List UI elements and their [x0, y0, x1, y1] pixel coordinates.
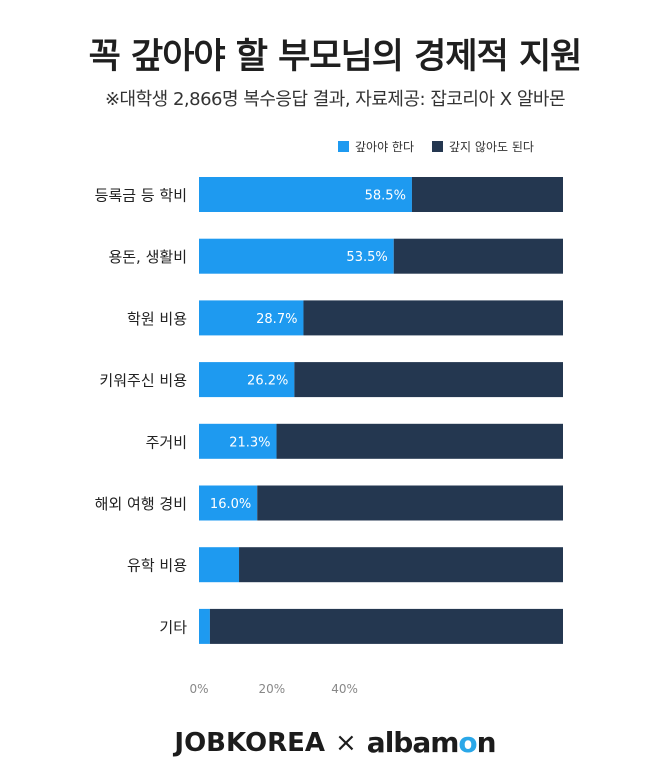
bar-repay [199, 608, 210, 644]
bar-repay [199, 485, 258, 521]
bar-repay [199, 547, 240, 583]
legend-item-no-repay: 갚지 않아도 된다 [432, 138, 534, 155]
legend-swatch-repay [338, 141, 349, 152]
category-label: 등록금 등 학비 [95, 187, 187, 205]
bar-no-repay [209, 608, 564, 644]
category-label: 키워주신 비용 [99, 372, 187, 390]
bar-repay [199, 423, 277, 459]
chart-legend: 갚아야 한다 갚지 않아도 된다 [338, 138, 534, 155]
page-subtitle: ※대학생 2,866명 복수응답 결과, 자료제공: 잡코리아 X 알바몬 [104, 89, 566, 110]
bar-repay [199, 300, 304, 336]
stacked-bar-chart: 등록금 등 학비 58.5% 용돈, 생활비 53.5% 학원 비용 28.7% 키워주신 … [95, 177, 564, 696]
footer-brands: JOBKOREA × albamon [0, 726, 670, 759]
bar-no-repay [294, 362, 563, 398]
category-label: 해외 여행 경비 [95, 495, 187, 513]
bar-repay [199, 238, 394, 274]
data-label: 21.3% [229, 435, 270, 450]
legend-label-no-repay: 갚지 않아도 된다 [449, 140, 534, 154]
bar-repay [199, 362, 295, 398]
data-label: 16.0% [210, 497, 251, 512]
bar-repay [199, 177, 412, 212]
data-label: 26.2% [247, 374, 288, 389]
separator-x: × [335, 727, 357, 758]
jobkorea-logo: JOBKOREA [174, 727, 325, 758]
category-label: 주거비 [146, 433, 187, 451]
albamon-logo: albamon [366, 726, 497, 759]
bar-no-repay [303, 300, 563, 336]
category-label: 기타 [159, 618, 187, 636]
legend-item-repay: 갚아야 한다 [338, 138, 414, 155]
x-tick-label: 0% [189, 682, 208, 696]
legend-swatch-no-repay [432, 141, 444, 152]
bar-no-repay [276, 423, 563, 459]
x-tick-label: 40% [331, 682, 358, 696]
data-label: 53.5% [346, 250, 387, 265]
category-label: 유학 비용 [127, 557, 187, 575]
bar-no-repay [257, 485, 563, 521]
category-label: 학원 비용 [127, 310, 187, 328]
data-label: 58.5% [365, 189, 406, 204]
bar-no-repay [393, 238, 563, 274]
bar-no-repay [411, 177, 563, 212]
page-title: 꼭 갚아야 할 부모님의 경제적 지원 [88, 37, 583, 77]
legend-label-repay: 갚아야 한다 [355, 140, 415, 154]
x-tick-label: 20% [258, 682, 285, 696]
data-label: 28.7% [256, 312, 297, 327]
bar-no-repay [239, 547, 564, 583]
category-label: 용돈, 생활비 [108, 248, 187, 266]
